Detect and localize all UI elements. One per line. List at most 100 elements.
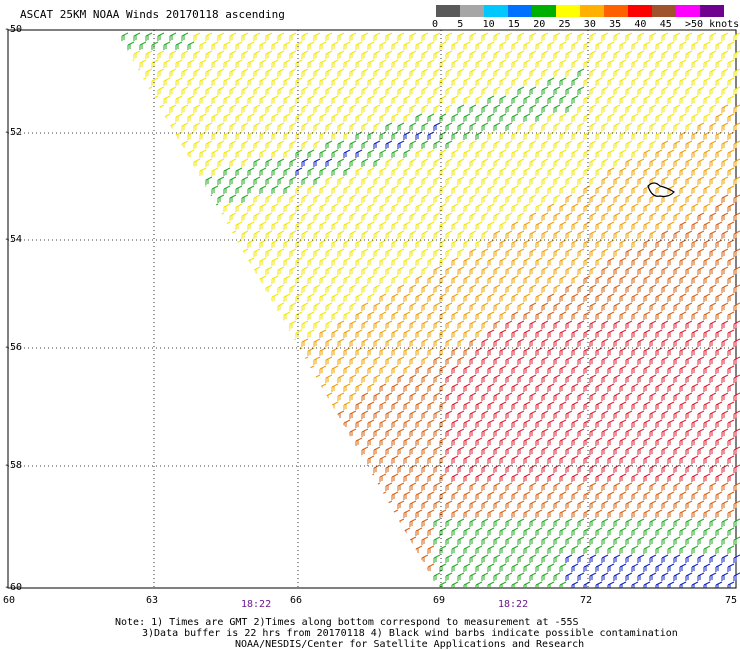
wind-barb bbox=[241, 338, 249, 347]
wind-barb bbox=[715, 185, 723, 194]
wind-barb bbox=[679, 509, 687, 518]
wind-barb bbox=[283, 581, 291, 588]
wind-barb bbox=[547, 563, 555, 572]
wind-barb bbox=[631, 41, 639, 50]
wind-barb bbox=[457, 320, 465, 329]
wind-barb bbox=[553, 284, 561, 293]
wind-barb bbox=[433, 446, 441, 455]
wind-barb bbox=[619, 527, 627, 536]
wind-barb bbox=[577, 374, 585, 383]
wind-barb bbox=[655, 491, 663, 500]
wind-barb bbox=[325, 86, 333, 95]
wind-barb bbox=[469, 104, 477, 113]
wind-barb bbox=[433, 320, 441, 329]
wind-barb bbox=[283, 473, 291, 482]
wind-barb bbox=[463, 455, 471, 464]
wind-barb bbox=[685, 140, 693, 149]
wind-barb bbox=[661, 554, 669, 563]
wind-barb bbox=[493, 410, 501, 419]
wind-barb bbox=[499, 131, 507, 140]
scale-swatch bbox=[652, 5, 676, 17]
wind-barb bbox=[481, 248, 489, 257]
wind-barb bbox=[631, 329, 639, 338]
wind-barb bbox=[121, 32, 129, 41]
wind-barb bbox=[493, 212, 501, 221]
wind-barb bbox=[139, 257, 147, 266]
wind-barb bbox=[451, 221, 459, 230]
wind-barb bbox=[157, 176, 165, 185]
wind-barb bbox=[541, 554, 549, 563]
wind-barb bbox=[121, 554, 129, 563]
wind-barb bbox=[151, 419, 159, 428]
wind-barb bbox=[331, 437, 339, 446]
wind-barb bbox=[655, 581, 663, 588]
wind-barb bbox=[733, 518, 740, 527]
wind-barb bbox=[349, 446, 357, 455]
wind-barb bbox=[349, 554, 357, 563]
wind-barb bbox=[637, 572, 645, 581]
wind-barb bbox=[373, 266, 381, 275]
wind-barb bbox=[169, 446, 177, 455]
wind-barb bbox=[571, 77, 579, 86]
wind-barb bbox=[607, 257, 615, 266]
wind-barb bbox=[349, 248, 357, 257]
wind-barb bbox=[403, 257, 411, 266]
wind-barb bbox=[727, 509, 735, 518]
wind-barb bbox=[373, 410, 381, 419]
wind-barb bbox=[397, 572, 405, 581]
wind-barb bbox=[691, 59, 699, 68]
wind-barb bbox=[463, 581, 471, 588]
wind-barb bbox=[475, 149, 483, 158]
wind-barb bbox=[205, 68, 213, 77]
wind-barb bbox=[721, 140, 729, 149]
wind-barb bbox=[301, 176, 309, 185]
wind-barb bbox=[457, 410, 465, 419]
wind-barb bbox=[139, 509, 147, 518]
wind-barb bbox=[733, 68, 740, 77]
wind-barb bbox=[193, 500, 201, 509]
wind-barb bbox=[343, 77, 351, 86]
wind-barb bbox=[217, 230, 225, 239]
wind-barb bbox=[709, 230, 717, 239]
wind-barb bbox=[457, 140, 465, 149]
wind-barb bbox=[445, 410, 453, 419]
wind-barb bbox=[517, 320, 525, 329]
wind-barb bbox=[625, 500, 633, 509]
wind-barb bbox=[253, 572, 261, 581]
wind-barb bbox=[583, 167, 591, 176]
wind-barb bbox=[235, 203, 243, 212]
wind-barb bbox=[487, 509, 495, 518]
wind-barb bbox=[391, 275, 399, 284]
wind-barb bbox=[559, 311, 567, 320]
wind-barb bbox=[271, 473, 279, 482]
wind-barb bbox=[511, 59, 519, 68]
wind-barb bbox=[187, 275, 195, 284]
wind-barb bbox=[331, 527, 339, 536]
wind-barb bbox=[133, 86, 141, 95]
wind-barb bbox=[409, 158, 417, 167]
wind-barb bbox=[553, 518, 561, 527]
wind-barb bbox=[715, 437, 723, 446]
wind-barb bbox=[319, 113, 327, 122]
wind-barb bbox=[199, 239, 207, 248]
wind-barb bbox=[679, 473, 687, 482]
wind-barb bbox=[121, 284, 129, 293]
wind-barb bbox=[535, 239, 543, 248]
wind-barb bbox=[427, 149, 435, 158]
wind-barb bbox=[559, 149, 567, 158]
wind-barb bbox=[379, 383, 387, 392]
wind-barb bbox=[421, 338, 429, 347]
wind-barb bbox=[709, 248, 717, 257]
wind-barb bbox=[259, 473, 267, 482]
wind-barb bbox=[619, 221, 627, 230]
wind-barb bbox=[733, 536, 740, 545]
wind-barb bbox=[709, 320, 717, 329]
wind-barb bbox=[553, 392, 561, 401]
wind-barb bbox=[127, 77, 135, 86]
wind-barb bbox=[133, 122, 141, 131]
wind-barb bbox=[553, 536, 561, 545]
wind-barb bbox=[559, 527, 567, 536]
wind-barb bbox=[709, 500, 717, 509]
wind-barb bbox=[673, 68, 681, 77]
wind-barb bbox=[277, 212, 285, 221]
